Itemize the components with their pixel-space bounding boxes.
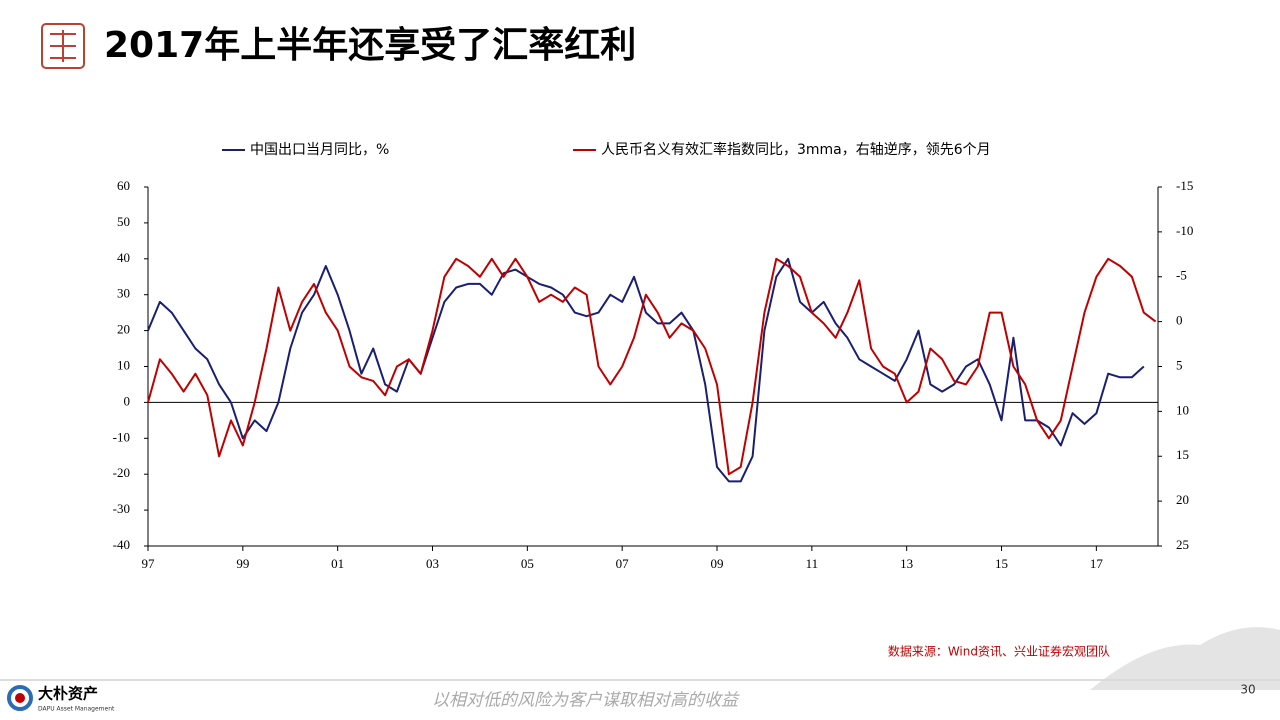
x-tick-label: 97 [142,556,156,571]
y-tick-label: 20 [117,322,130,337]
chart: -40-30-20-1001020304050602520151050-5-10… [113,141,1194,571]
x-tick-label: 07 [616,556,630,571]
y2-tick-label: -15 [1176,178,1193,193]
y-tick-label: 60 [117,178,130,193]
y-tick-label: 40 [117,250,130,265]
y2-tick-label: 25 [1176,537,1189,552]
footer-logo-icon [7,685,33,711]
footer-logo-name: 大朴资产 [38,685,98,703]
y-tick-label: 0 [124,393,131,408]
footer-logo-sub: DAPU Asset Management [38,706,115,713]
y2-tick-label: 20 [1176,492,1189,507]
y2-tick-label: 15 [1176,447,1189,462]
legend-label: 人民币名义有效汇率指数同比，3mma，右轴逆序，领先6个月 [601,141,991,158]
x-tick-label: 01 [331,556,344,571]
y2-tick-label: -10 [1176,223,1193,238]
series-line [147,257,1157,476]
x-tick-label: 17 [1090,556,1104,571]
y2-tick-label: 10 [1176,402,1189,417]
page-number: 30 [1240,683,1255,697]
legend-label: 中国出口当月同比，% [250,142,389,158]
y-tick-label: 50 [117,214,130,229]
y2-tick-label: -5 [1176,268,1187,283]
y-tick-label: -10 [113,429,130,444]
x-tick-label: 05 [521,556,534,571]
y-tick-label: -30 [113,501,130,516]
x-tick-label: 03 [426,556,439,571]
y-tick-label: -20 [113,465,130,480]
footer-logo-dot [15,693,25,703]
y2-tick-label: 5 [1176,357,1183,372]
x-tick-label: 13 [900,556,913,571]
slide-title: 2017年上半年还享受了汇率红利 [104,25,636,66]
y-tick-label: -40 [113,537,130,552]
x-tick-label: 11 [806,556,819,571]
y-tick-label: 30 [117,286,130,301]
seal-mark [50,30,76,62]
x-tick-label: 99 [236,556,249,571]
y2-tick-label: 0 [1176,313,1183,328]
x-tick-label: 09 [711,556,724,571]
y-tick-label: 10 [117,357,130,372]
series-line [147,257,1145,483]
footer-slogan: 以相对低的风险为客户谋取相对高的收益 [432,691,740,711]
x-tick-label: 15 [995,556,1008,571]
ink-decoration [1090,627,1280,690]
source-note: 数据来源：Wind资讯、兴业证券宏观团队 [888,644,1110,659]
